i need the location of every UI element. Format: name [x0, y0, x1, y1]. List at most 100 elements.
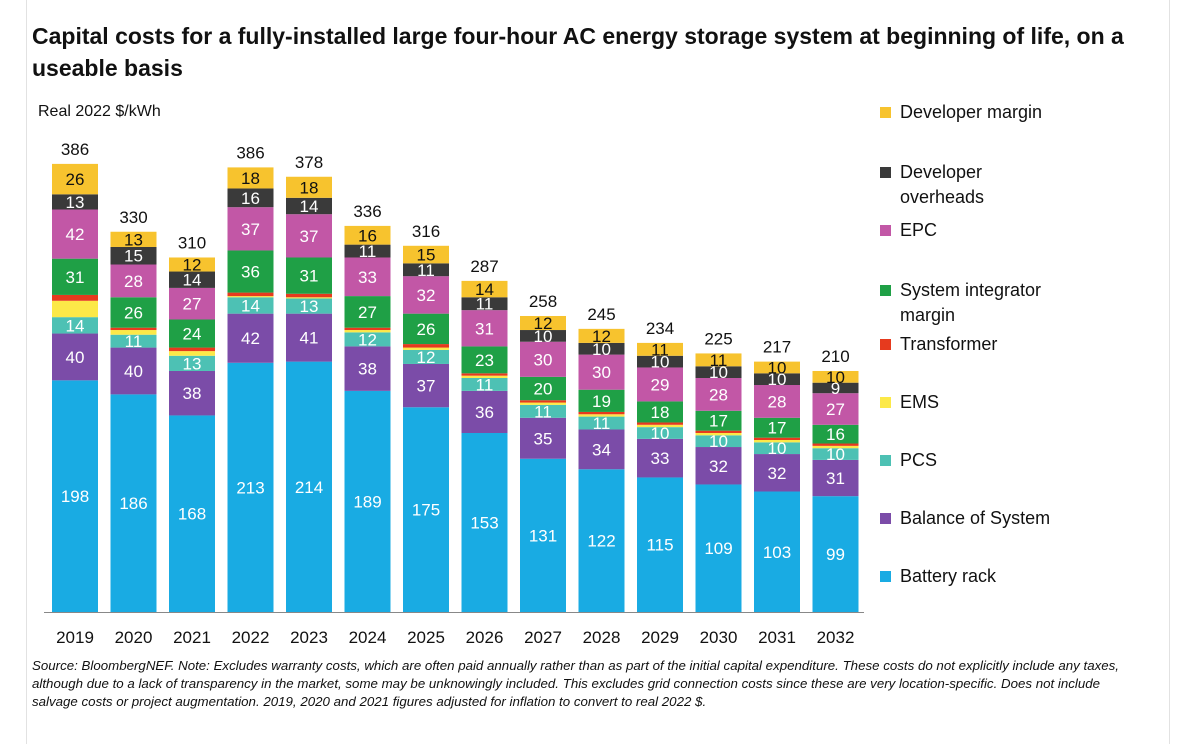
bar-segment: [227, 167, 274, 189]
chart-frame: [26, 0, 1170, 744]
bar-value-label: 35: [534, 429, 553, 448]
bar-segment: [227, 250, 274, 293]
bar-total-label: 330: [119, 208, 147, 227]
bar-segment: [227, 313, 274, 363]
bar-value-label: 12: [534, 314, 553, 333]
bar-segment: [461, 310, 508, 347]
bar-total-label: 378: [295, 153, 323, 172]
bar-segment: [344, 330, 391, 333]
bar-segment: [52, 209, 98, 259]
bar-segment: [578, 414, 625, 417]
bar-segment: [578, 354, 625, 390]
bar-segment: [110, 334, 157, 348]
legend-swatch: [880, 397, 891, 408]
bar-value-label: 38: [183, 384, 202, 403]
bar-segment: [520, 458, 566, 612]
bar-segment: [286, 297, 332, 299]
bar-value-label: 23: [475, 351, 494, 370]
bar-segment: [754, 437, 800, 441]
bar-value-label: 32: [768, 464, 787, 483]
bar-segment: [169, 415, 215, 612]
x-tick-label: 2027: [524, 628, 562, 647]
bar-segment: [637, 401, 683, 423]
bar-segment: [169, 319, 215, 348]
bar-segment: [169, 257, 215, 272]
bar-value-label: 13: [183, 354, 202, 373]
bar-segment: [637, 477, 683, 612]
bar-value-label: 42: [66, 225, 85, 244]
bar-segment: [637, 438, 683, 478]
legend-label: PCS: [900, 450, 938, 470]
bar-segment: [578, 469, 625, 612]
bar-value-label: 131: [529, 526, 557, 545]
bar-segment: [227, 297, 274, 314]
legend-swatch: [880, 167, 891, 178]
legend-item: Developer margin: [880, 100, 1140, 125]
bar-total-label: 258: [529, 292, 557, 311]
bar-value-label: 214: [295, 478, 323, 497]
bar-value-label: 37: [241, 220, 260, 239]
bar-value-label: 14: [300, 197, 319, 216]
bar-segment: [461, 390, 508, 433]
bar-segment: [169, 370, 215, 416]
bar-segment: [227, 296, 274, 298]
bar-total-label: 225: [704, 329, 732, 348]
bar-value-label: 20: [534, 380, 553, 399]
bar-segment: [812, 448, 859, 460]
legend-label: Battery rack: [900, 566, 997, 586]
bar-segment: [286, 293, 332, 298]
bar-segment: [52, 333, 98, 381]
bar-segment: [812, 424, 859, 444]
bar-segment: [578, 328, 625, 343]
bar-value-label: 10: [768, 370, 787, 389]
bar-value-label: 153: [470, 514, 498, 533]
bar-segment: [403, 344, 449, 348]
bar-value-label: 31: [826, 469, 845, 488]
x-tick-label: 2021: [173, 628, 211, 647]
bar-segment: [520, 400, 566, 403]
legend-item: Developer overheads: [880, 160, 1140, 210]
x-tick-label: 2023: [290, 628, 328, 647]
x-tick-label: 2022: [232, 628, 270, 647]
bar-segment: [286, 361, 332, 612]
bar-value-label: 33: [651, 449, 670, 468]
bar-value-label: 11: [651, 340, 669, 359]
source-note: Source: BloombergNEF. Note: Excludes war…: [32, 658, 1119, 709]
x-tick-label: 2032: [817, 628, 855, 647]
bar-segment: [227, 207, 274, 251]
bar-value-label: 27: [183, 295, 202, 314]
bar-segment: [695, 432, 742, 436]
bar-segment: [695, 435, 742, 448]
bar-value-label: 27: [826, 400, 845, 419]
bar-segment: [637, 355, 683, 368]
bar-value-label: 15: [124, 247, 143, 266]
bar-value-label: 26: [66, 170, 85, 189]
bar-value-label: 16: [358, 226, 377, 245]
bar-value-label: 30: [592, 363, 611, 382]
bar-segment: [344, 225, 391, 245]
bar-segment: [461, 373, 508, 376]
bar-segment: [286, 214, 332, 258]
bar-value-label: 30: [534, 350, 553, 369]
bar-segment: [461, 375, 508, 378]
bar-value-label: 14: [183, 271, 202, 290]
bar-value-label: 16: [826, 425, 845, 444]
bar-value-label: 37: [300, 227, 319, 246]
bar-value-label: 99: [826, 545, 845, 564]
bar-segment: [520, 376, 566, 401]
bar-segment: [403, 245, 449, 264]
bar-segment: [461, 346, 508, 374]
bar-segment: [754, 385, 800, 418]
bar-segment: [169, 287, 215, 320]
bar-value-label: 15: [417, 246, 436, 265]
bar-segment: [812, 459, 859, 497]
bar-segment: [461, 280, 508, 298]
bar-value-label: 14: [241, 296, 260, 315]
bar-segment: [227, 292, 274, 297]
bar-segment: [637, 422, 683, 425]
bar-value-label: 40: [66, 348, 85, 367]
bar-segment: [695, 353, 742, 367]
bar-value-label: 36: [475, 403, 494, 422]
legend-swatch: [880, 513, 891, 524]
bar-segment: [578, 416, 625, 430]
